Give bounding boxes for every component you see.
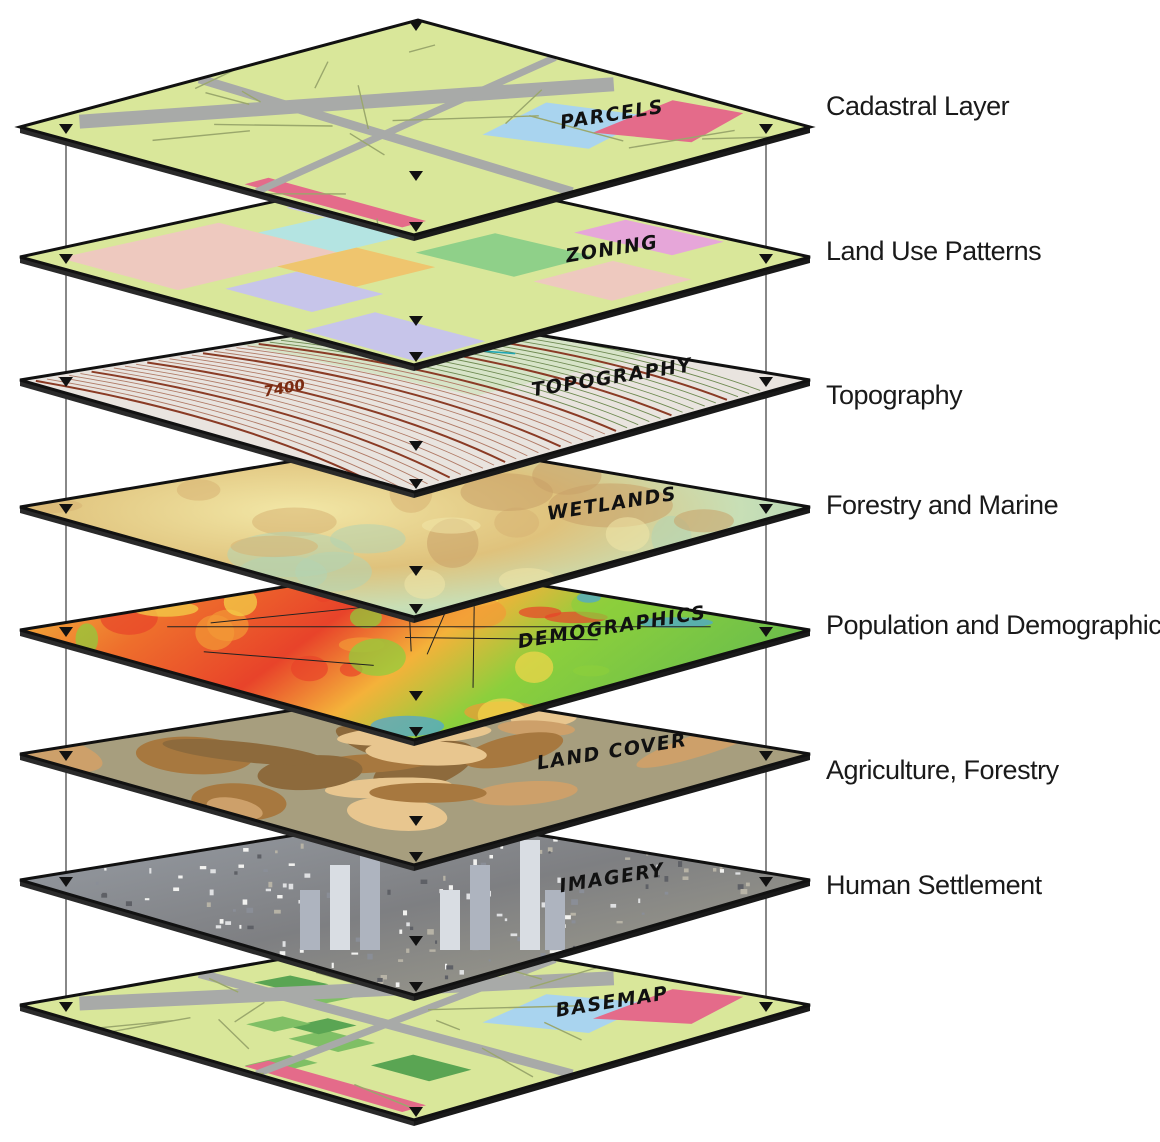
arrowhead-icon — [409, 222, 423, 232]
arrowhead-icon — [759, 627, 773, 637]
arrowhead-icon — [59, 377, 73, 387]
arrowhead-icon — [59, 877, 73, 887]
layer-basemap: BASEMAP — [19, 933, 811, 1126]
arrowhead-icon — [409, 479, 423, 489]
caption-cadastral-layer: Cadastral Layer — [826, 91, 1010, 121]
caption-land-use-patterns: Land Use Patterns — [826, 236, 1042, 266]
layer-parcels: PARCELS — [14, 18, 816, 241]
caption-human-settlement: Human Settlement — [826, 870, 1042, 900]
arrowhead-icon — [759, 504, 773, 514]
arrowhead-icon — [409, 604, 423, 614]
arrowhead-icon — [59, 254, 73, 264]
caption-forestry-and-marine: Forestry and Marine — [826, 490, 1059, 520]
arrowhead-icon — [409, 21, 423, 31]
arrowhead-icon — [759, 124, 773, 134]
arrowhead-icon — [409, 316, 423, 326]
arrowhead-icon — [59, 1002, 73, 1012]
arrowhead-icon — [759, 1002, 773, 1012]
guide-arrowheads — [59, 21, 773, 1117]
layer-zoning: ZONING — [19, 168, 811, 371]
arrowhead-icon — [409, 936, 423, 946]
arrowhead-icon — [409, 982, 423, 992]
caption-agriculture-forestry: Agriculture, Forestry — [826, 755, 1059, 785]
caption-population-and-demographic: Population and Demographic — [826, 610, 1160, 640]
arrowhead-icon — [409, 1107, 423, 1117]
arrowhead-icon — [409, 352, 423, 362]
arrowhead-icon — [409, 691, 423, 701]
layer-wetlands: WETLANDS — [19, 438, 811, 623]
arrowhead-icon — [409, 852, 423, 862]
arrowhead-icon — [409, 171, 423, 181]
caption-topography: Topography — [826, 380, 963, 410]
layer-imagery: IMAGERY — [19, 813, 811, 1001]
layer-demographics: DEMOGRAPHICS — [19, 563, 811, 746]
arrowhead-icon — [759, 377, 773, 387]
arrowhead-icon — [59, 627, 73, 637]
arrowhead-icon — [59, 751, 73, 761]
layer-land-cover: LAND COVER — [19, 688, 811, 871]
arrowhead-icon — [409, 441, 423, 451]
arrowhead-icon — [59, 124, 73, 134]
arrowhead-icon — [759, 877, 773, 887]
arrowhead-icon — [409, 816, 423, 826]
arrowhead-icon — [409, 566, 423, 576]
arrowhead-icon — [759, 254, 773, 264]
arrowhead-icon — [59, 504, 73, 514]
arrowhead-icon — [759, 751, 773, 761]
arrowhead-icon — [409, 727, 423, 737]
